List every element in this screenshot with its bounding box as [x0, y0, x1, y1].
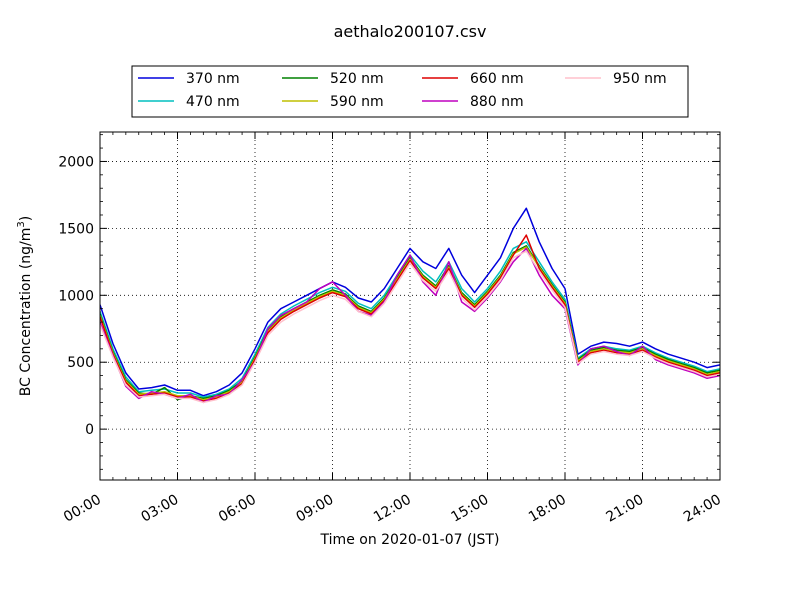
- series-line-950-nm: [100, 250, 720, 404]
- legend-label: 590 nm: [330, 94, 384, 110]
- series-line-660-nm: [100, 234, 720, 402]
- y-axis: 0 500 1000 1500 2000: [58, 134, 720, 470]
- series-layer: [100, 207, 720, 404]
- y-axis-label: BC Concentration (ng/m3): [16, 216, 34, 397]
- legend-label: 880 nm: [470, 94, 524, 110]
- y-tick-label: 1000: [58, 288, 94, 304]
- legend-label: 520 nm: [330, 71, 384, 87]
- legend: 370 nm 470 nm 520 nm 590 nm 660 nm 880 nm 950 …: [131, 65, 689, 118]
- legend-label: 470 nm: [186, 94, 240, 110]
- y-tick-label: 0: [85, 422, 94, 438]
- y-axis-label-main: BC Concentration (ng/m: [18, 228, 34, 397]
- y-tick-label: 1500: [58, 221, 94, 237]
- legend-label: 660 nm: [470, 71, 524, 87]
- grid: [99, 132, 721, 480]
- y-axis-label-close: ): [18, 216, 34, 221]
- legend-label: 950 nm: [613, 71, 667, 87]
- chart-title: aethalo200107.csv: [334, 22, 487, 41]
- y-axis-label-sup: 3: [16, 221, 27, 227]
- x-axis-label: Time on 2020-01-07 (JST): [320, 532, 500, 548]
- legend-label: 370 nm: [186, 71, 240, 87]
- legend-box: [131, 65, 689, 118]
- series-line-520-nm: [100, 245, 720, 401]
- y-tick-label: 500: [67, 355, 94, 371]
- series-line-370-nm: [100, 207, 720, 397]
- y-tick-label: 2000: [58, 154, 94, 170]
